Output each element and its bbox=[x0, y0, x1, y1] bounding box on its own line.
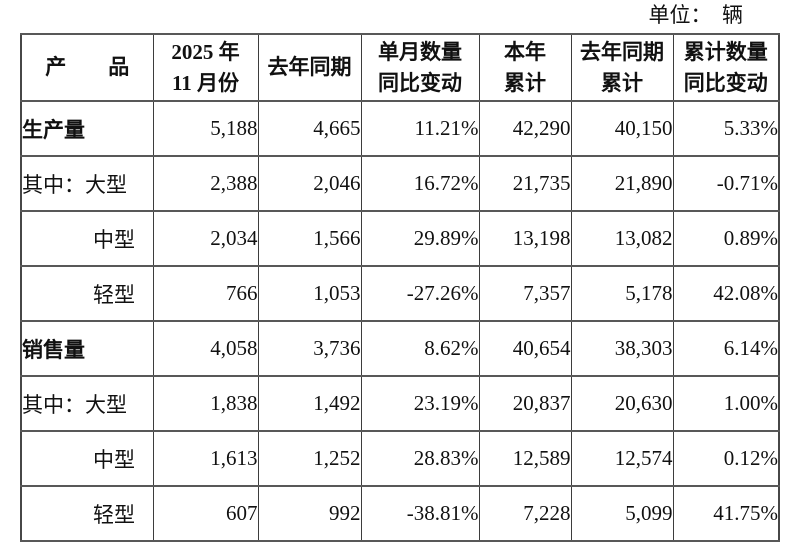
value-cell: 5,099 bbox=[570, 485, 674, 542]
value-cell: 1,053 bbox=[257, 265, 362, 322]
value-cell: 42,290 bbox=[478, 100, 572, 157]
value-cell: 21,890 bbox=[570, 155, 674, 212]
header-line: 同比变动 bbox=[378, 70, 462, 95]
value-cell: 41.75% bbox=[672, 485, 780, 542]
header-line: 累计数量 bbox=[683, 39, 768, 64]
value-cell: 1,566 bbox=[257, 210, 362, 267]
value-cell: 5.33% bbox=[672, 100, 780, 157]
header-line: 去年同期 bbox=[267, 55, 352, 79]
value-cell: 16.72% bbox=[360, 155, 480, 212]
value-cell: 607 bbox=[152, 485, 259, 542]
value-cell: 12,574 bbox=[570, 430, 674, 487]
value-cell: 4,058 bbox=[152, 320, 259, 377]
value-cell: 4,665 bbox=[257, 100, 362, 157]
table-row-sales: 销售量 4,058 3,736 8.62% 40,654 38,303 6.14… bbox=[20, 320, 780, 377]
value-cell: 1,492 bbox=[257, 375, 362, 432]
value-cell: 38,303 bbox=[570, 320, 674, 377]
value-cell: 3,736 bbox=[257, 320, 362, 377]
value-cell: -0.71% bbox=[672, 155, 780, 212]
header-line: 11 月份 bbox=[171, 70, 240, 95]
value-cell: 28.83% bbox=[360, 430, 480, 487]
value-cell: 2,388 bbox=[152, 155, 259, 212]
row-label: 生产量 bbox=[20, 100, 154, 157]
header-line: 累计 bbox=[504, 70, 546, 95]
row-label: 其中：大型 bbox=[20, 375, 154, 432]
value-cell: 7,228 bbox=[478, 485, 572, 542]
value-cell: 20,837 bbox=[478, 375, 572, 432]
header-product: 产 品 bbox=[20, 33, 154, 102]
row-label: 销售量 bbox=[20, 320, 154, 377]
value-cell: -27.26% bbox=[360, 265, 480, 322]
value-cell: 11.21% bbox=[360, 100, 480, 157]
value-cell: 40,150 bbox=[570, 100, 674, 157]
row-label: 其中：大型 bbox=[20, 155, 154, 212]
value-cell: 40,654 bbox=[478, 320, 572, 377]
value-cell: 766 bbox=[152, 265, 259, 322]
value-cell: 8.62% bbox=[360, 320, 480, 377]
header-line: 单月数量 bbox=[378, 39, 462, 64]
unit-label: 单位： 辆 bbox=[648, 3, 744, 27]
header-line: 累计 bbox=[601, 70, 643, 95]
value-cell: 42.08% bbox=[672, 265, 780, 322]
header-line: 产 品 bbox=[45, 55, 130, 79]
value-cell: 1,838 bbox=[152, 375, 259, 432]
value-cell: 12,589 bbox=[478, 430, 572, 487]
value-cell: 1.00% bbox=[672, 375, 780, 432]
value-cell: 7,357 bbox=[478, 265, 572, 322]
table-row-production: 生产量 5,188 4,665 11.21% 42,290 40,150 5.3… bbox=[20, 100, 780, 157]
value-cell: 6.14% bbox=[672, 320, 780, 377]
row-label: 中型 bbox=[20, 210, 154, 267]
table-body: 生产量 5,188 4,665 11.21% 42,290 40,150 5.3… bbox=[20, 100, 780, 542]
value-cell: 0.12% bbox=[672, 430, 780, 487]
value-cell: 20,630 bbox=[570, 375, 674, 432]
header-ytd-yoy: 累计数量 同比变动 bbox=[672, 33, 780, 102]
value-cell: 13,198 bbox=[478, 210, 572, 267]
table-row-sales-large: 其中：大型 1,838 1,492 23.19% 20,837 20,630 1… bbox=[20, 375, 780, 432]
value-cell: 5,178 bbox=[570, 265, 674, 322]
header-last-year-month: 去年同期 bbox=[257, 33, 362, 102]
table-header: 产 品 2025 年 11 月份 去年同期 单月数量 同比变动 本年 bbox=[20, 33, 780, 102]
header-month-yoy: 单月数量 同比变动 bbox=[360, 33, 480, 102]
header-ytd: 本年 累计 bbox=[478, 33, 572, 102]
value-cell: -38.81% bbox=[360, 485, 480, 542]
row-label: 中型 bbox=[20, 430, 154, 487]
header-line: 同比变动 bbox=[683, 70, 768, 95]
header-line: 去年同期 bbox=[580, 39, 664, 64]
value-cell: 0.89% bbox=[672, 210, 780, 267]
header-last-year-ytd: 去年同期 累计 bbox=[570, 33, 674, 102]
value-cell: 29.89% bbox=[360, 210, 480, 267]
value-cell: 2,034 bbox=[152, 210, 259, 267]
table-row-sales-light: 轻型 607 992 -38.81% 7,228 5,099 41.75% bbox=[20, 485, 780, 542]
table-row-production-large: 其中：大型 2,388 2,046 16.72% 21,735 21,890 -… bbox=[20, 155, 780, 212]
row-label: 轻型 bbox=[20, 265, 154, 322]
table-row-sales-medium: 中型 1,613 1,252 28.83% 12,589 12,574 0.12… bbox=[20, 430, 780, 487]
value-cell: 1,613 bbox=[152, 430, 259, 487]
table-row-production-medium: 中型 2,034 1,566 29.89% 13,198 13,082 0.89… bbox=[20, 210, 780, 267]
value-cell: 992 bbox=[257, 485, 362, 542]
value-cell: 5,188 bbox=[152, 100, 259, 157]
value-cell: 1,252 bbox=[257, 430, 362, 487]
table-row-production-light: 轻型 766 1,053 -27.26% 7,357 5,178 42.08% bbox=[20, 265, 780, 322]
value-cell: 21,735 bbox=[478, 155, 572, 212]
value-cell: 13,082 bbox=[570, 210, 674, 267]
header-row: 产 品 2025 年 11 月份 去年同期 单月数量 同比变动 本年 bbox=[20, 33, 780, 102]
header-line: 2025 年 bbox=[171, 39, 240, 64]
row-label: 轻型 bbox=[20, 485, 154, 542]
value-cell: 2,046 bbox=[257, 155, 362, 212]
value-cell: 23.19% bbox=[360, 375, 480, 432]
production-sales-table: 产 品 2025 年 11 月份 去年同期 单月数量 同比变动 本年 bbox=[20, 33, 780, 542]
header-current-month: 2025 年 11 月份 bbox=[152, 33, 259, 102]
header-line: 本年 bbox=[504, 39, 546, 64]
